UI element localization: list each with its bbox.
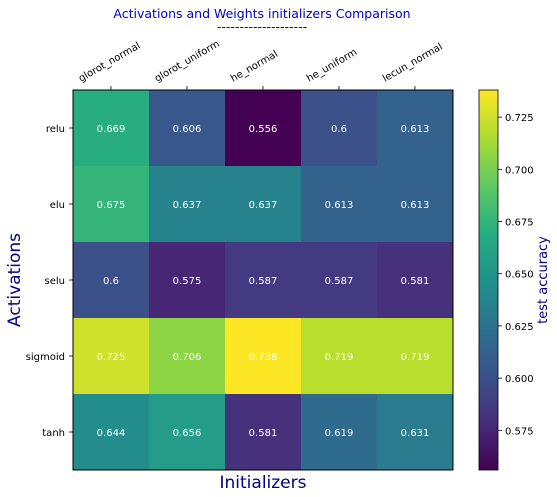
cell-value-label: 0.725 <box>97 352 126 363</box>
x-tick-label: he_uniform <box>305 47 359 85</box>
cell-value-label: 0.613 <box>325 200 354 211</box>
x-tick-labels: glorot_normal glorot_uniform he_normal he_u… <box>77 39 445 90</box>
x-tick-label: glorot_normal <box>77 40 142 84</box>
cell-value-label: 0.656 <box>173 428 202 439</box>
y-tick-label: elu <box>50 200 65 211</box>
heatmap-cell-relu-glorot_normal <box>73 90 150 167</box>
heatmap-cell-sigmoid-he_uniform <box>301 318 378 395</box>
y-tick-label: relu <box>46 124 65 135</box>
colorbar-tick-label: 0.700 <box>505 165 534 176</box>
heatmap-cell-selu-he_normal <box>225 242 302 319</box>
heatmap-cell-tanh-he_normal <box>225 394 302 471</box>
heatmap-cell-elu-he_uniform <box>301 166 378 243</box>
heatmap-cell-tanh-glorot_normal <box>73 394 150 471</box>
colorbar <box>478 89 499 471</box>
cell-value-label: 0.619 <box>325 428 354 439</box>
cell-value-label: 0.587 <box>325 276 354 287</box>
y-tick-label: tanh <box>42 428 65 439</box>
cell-value-label: 0.719 <box>401 352 430 363</box>
cell-value-label: 0.587 <box>249 276 278 287</box>
heatmap-cell-selu-he_uniform <box>301 242 378 319</box>
heatmap-cells <box>73 90 454 471</box>
colorbar-label: test accuracy <box>536 236 551 324</box>
cell-value-label: 0.706 <box>173 352 202 363</box>
heatmap-cell-sigmoid-lecun_normal <box>377 318 454 395</box>
colorbar-tick-label: 0.600 <box>505 374 534 385</box>
colorbar-tick-label: 0.725 <box>505 113 534 124</box>
colorbar-tick-label: 0.675 <box>505 218 534 229</box>
cell-value-label: 0.738 <box>249 352 278 363</box>
cell-value-label: 0.606 <box>173 124 202 135</box>
heatmap-cell-selu-glorot_normal <box>73 242 150 319</box>
heatmap-cell-tanh-he_uniform <box>301 394 378 471</box>
heatmap-cell-sigmoid-glorot_uniform <box>149 318 226 395</box>
heatmap-cell-selu-lecun_normal <box>377 242 454 319</box>
cell-value-label: 0.719 <box>325 352 354 363</box>
cell-value-label: 0.581 <box>401 276 430 287</box>
heatmap-cell-relu-he_normal <box>225 90 302 167</box>
y-tick-label: sigmoid <box>26 352 65 363</box>
cell-value-label: 0.6 <box>331 124 347 135</box>
colorbar-tick-label: 0.650 <box>505 270 534 281</box>
cell-value-label: 0.6 <box>103 276 119 287</box>
cell-value-label: 0.644 <box>97 428 126 439</box>
heatmap-cell-sigmoid-glorot_normal <box>73 318 150 395</box>
x-axis-label: Initializers <box>220 473 307 493</box>
heatmap-cell-relu-lecun_normal <box>377 90 454 167</box>
x-tick-label: he_normal <box>229 49 280 85</box>
cell-value-label: 0.637 <box>173 200 202 211</box>
heatmap-cell-elu-glorot_uniform <box>149 166 226 243</box>
cell-value-label: 0.669 <box>97 124 126 135</box>
x-tick-label: lecun_normal <box>381 41 445 84</box>
colorbar-tick-label: 0.625 <box>505 322 534 333</box>
cell-value-label: 0.556 <box>249 124 278 135</box>
cell-value-label: 0.581 <box>249 428 278 439</box>
chart-subtitle: -------------------- <box>217 19 307 34</box>
y-axis-label: Activations <box>5 233 25 327</box>
chart-title: Activations and Weights initializers Com… <box>113 6 410 21</box>
heatmap-cell-sigmoid-he_normal <box>225 318 302 395</box>
colorbar-ticks: 0.575 0.600 0.625 0.650 0.675 0.700 0.725 <box>498 113 534 437</box>
cell-value-label: 0.575 <box>173 276 202 287</box>
heatmap-cell-relu-glorot_uniform <box>149 90 226 167</box>
heatmap-cell-elu-lecun_normal <box>377 166 454 243</box>
x-tick-label: glorot_uniform <box>153 39 222 85</box>
heatmap-cell-labels: 0.669 0.606 0.556 0.6 0.613 0.675 0.637 0.637 0.… <box>97 124 430 439</box>
heatmap-cell-selu-glorot_uniform <box>149 242 226 319</box>
heatmap-cell-tanh-lecun_normal <box>377 394 454 471</box>
heatmap-cell-elu-he_normal <box>225 166 302 243</box>
cell-value-label: 0.613 <box>401 124 430 135</box>
heatmap-cell-tanh-glorot_uniform <box>149 394 226 471</box>
cell-value-label: 0.631 <box>401 428 430 439</box>
cell-value-label: 0.637 <box>249 200 278 211</box>
heatmap-cell-relu-he_uniform <box>301 90 378 167</box>
plot-frame <box>72 89 454 471</box>
y-tick-labels: relu elu selu sigmoid tanh <box>26 124 73 439</box>
cell-value-label: 0.613 <box>401 200 430 211</box>
colorbar-tick-label: 0.575 <box>505 426 534 437</box>
cell-value-label: 0.675 <box>97 200 126 211</box>
heatmap-cell-elu-glorot_normal <box>73 166 150 243</box>
y-tick-label: selu <box>45 276 65 287</box>
